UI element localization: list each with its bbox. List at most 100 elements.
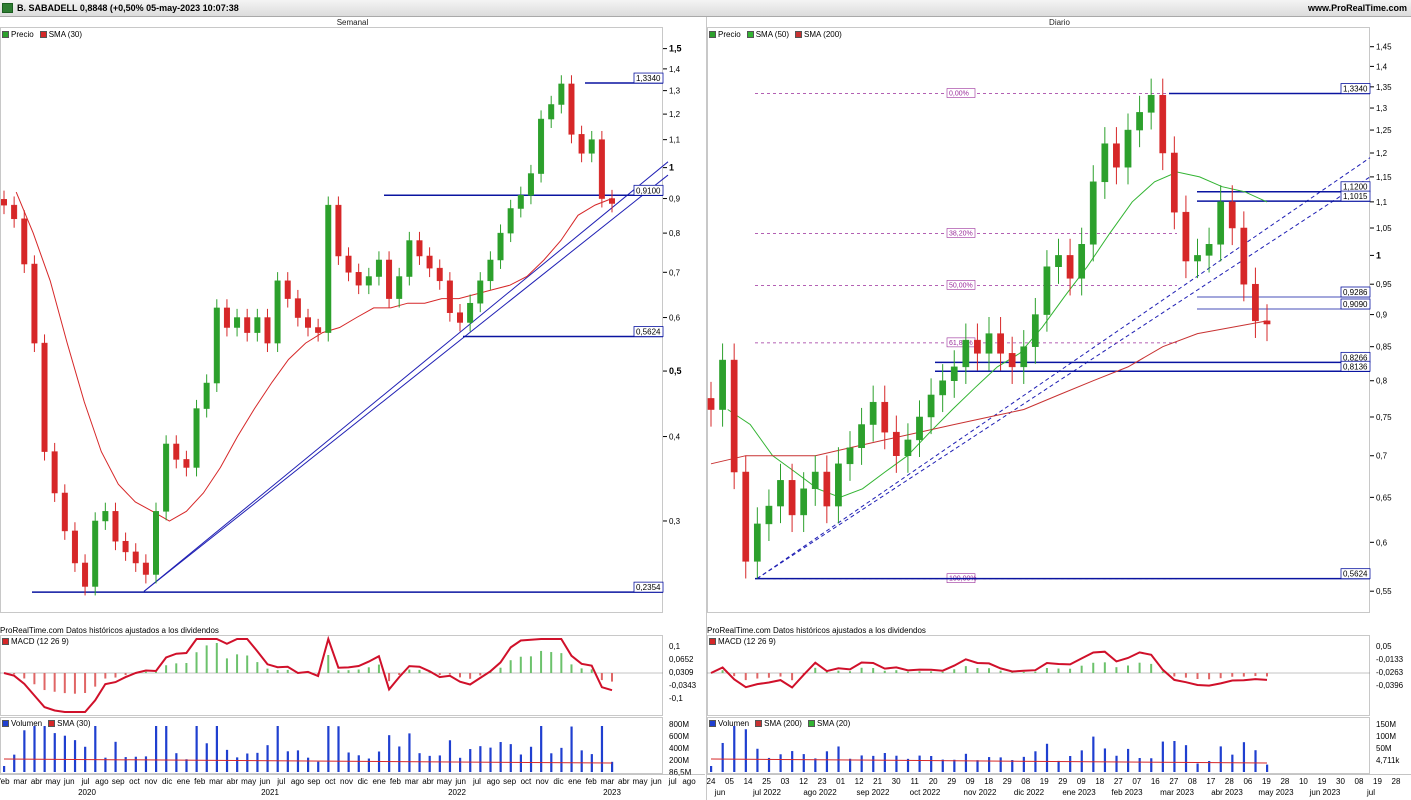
x-tick-label: abr: [422, 777, 434, 786]
macd-histogram-bar: [1103, 662, 1106, 673]
precio-swatch-icon: [2, 31, 9, 38]
macd-histogram-bar: [1173, 673, 1176, 677]
macd-histogram-bar: [286, 669, 289, 673]
x-tick-label: dic: [162, 777, 172, 786]
x-tick-label: oct: [325, 777, 336, 786]
macd-histogram-bar: [94, 673, 97, 687]
macd-histogram-bar: [529, 656, 532, 673]
volume-bar: [256, 752, 259, 772]
volume-bar: [509, 744, 512, 772]
volume-bar: [976, 760, 979, 772]
x-tick-label: 20: [929, 777, 938, 786]
macd-histogram-bar: [185, 663, 188, 673]
volume-bar: [791, 751, 794, 772]
x-subtick-label: jun 2023: [1309, 788, 1341, 797]
volume-bar: [1115, 755, 1118, 772]
weekly-chart[interactable]: 1,5 1,4 1,3 1,2 1,1 1 0,9 0,8 0,7 0,6 0,5 0,4 0,3 1,3…: [0, 17, 705, 800]
candle-body: [1263, 320, 1271, 325]
candle-body: [558, 83, 565, 105]
x-tick-label: mar: [13, 777, 27, 786]
candle-body: [788, 480, 796, 516]
macd-histogram-bar: [73, 673, 76, 694]
macd-histogram-bar: [1022, 671, 1025, 673]
macd-histogram-bar: [1115, 667, 1118, 673]
volume-bar: [489, 747, 492, 772]
macd-histogram-bar: [580, 668, 583, 673]
price-tick-label: 0,75: [1376, 413, 1392, 422]
price-tick-label: 0,65: [1376, 493, 1392, 502]
x-tick-label: 29: [947, 777, 956, 786]
volume-bar: [1219, 746, 1222, 772]
x-subtick-label: oct 2022: [910, 788, 941, 797]
macd-histogram-bar: [215, 643, 218, 673]
price-tick-label: 0,8: [669, 229, 681, 238]
volume-bar: [104, 757, 107, 772]
x-subtick-label: ene 2023: [1062, 788, 1096, 797]
price-tick-label: 0,6: [669, 314, 681, 323]
x-tick-label: 29: [1003, 777, 1012, 786]
macd-histogram-bar: [779, 673, 782, 677]
candle-body: [223, 307, 230, 328]
macd-axis-label: -0,0396: [1376, 681, 1404, 690]
x-tick-label: 21: [873, 777, 882, 786]
x-tick-label: mar: [405, 777, 419, 786]
candle-body: [1124, 129, 1132, 168]
x-tick-label: feb: [0, 777, 10, 786]
volume-bar: [327, 726, 330, 772]
macd-histogram-bar: [590, 669, 593, 673]
volume-bar: [276, 726, 279, 772]
macd-histogram-bar: [767, 673, 770, 678]
volume-axis-label: 86,5M: [669, 768, 692, 777]
sma200-swatch-icon: [755, 720, 763, 727]
candle-body: [41, 342, 48, 452]
volume-bar: [114, 741, 117, 772]
candle-body: [294, 298, 301, 318]
weekly-note: ProRealTime.com Datos históricos ajustad…: [0, 626, 219, 635]
daily-volume-legend: Volumen SMA (200) SMA (20): [709, 719, 850, 728]
legend-precio: Precio: [11, 30, 34, 39]
macd-histogram-bar: [791, 673, 794, 681]
candle-body: [396, 276, 403, 299]
candle-body: [436, 267, 443, 282]
volume-bar: [767, 757, 771, 772]
macd-line: [3, 635, 613, 713]
x-subtick-label: mar 2023: [1160, 788, 1194, 797]
x-tick-label: ene: [177, 777, 191, 786]
macd-histogram-bar: [1138, 662, 1141, 673]
volume-bar: [941, 759, 944, 772]
x-tick-label: may: [45, 777, 60, 786]
volume-axis-label: 150M: [1376, 720, 1396, 729]
candle-body: [1078, 244, 1086, 279]
macd-histogram-bar: [1080, 665, 1083, 673]
volume-bar: [930, 756, 933, 772]
macd-histogram-bar: [347, 670, 350, 673]
x-tick-label: 19: [1373, 777, 1382, 786]
volume-bar: [155, 726, 158, 772]
macd-histogram-bar: [327, 655, 330, 673]
x-tick-label: 05: [725, 777, 734, 786]
macd-histogram-bar: [1184, 673, 1187, 678]
macd-swatch-icon: [2, 638, 9, 645]
x-tick-label: 18: [1095, 777, 1104, 786]
volume-axis-label: 600M: [669, 732, 689, 741]
candle-body: [1252, 283, 1259, 322]
candle-body: [1055, 255, 1062, 267]
fib-label-box: [946, 280, 976, 290]
macd-histogram-bar: [43, 673, 46, 691]
candle-body: [142, 562, 149, 575]
x-tick-label: nov: [340, 777, 353, 786]
x-tick-label: 17: [1206, 777, 1215, 786]
daily-chart[interactable]: 1,45 1,4 1,35 1,3 1,25 1,2 1,15 1,1 1,05 1 0,95 0,9…: [707, 17, 1411, 800]
candle-body: [457, 312, 463, 323]
site-link[interactable]: www.ProRealTime.com: [1307, 3, 1407, 13]
candle-body: [132, 551, 139, 564]
candle-body: [950, 366, 958, 381]
level-label: 0,8266: [1343, 353, 1368, 362]
candle-body: [869, 401, 877, 425]
volume-bar: [849, 758, 852, 772]
volume-bar: [23, 730, 26, 772]
x-tick-label: 06: [1243, 777, 1252, 786]
volume-bar: [185, 759, 188, 772]
trendline: [756, 157, 1371, 580]
candle-body: [183, 459, 190, 468]
